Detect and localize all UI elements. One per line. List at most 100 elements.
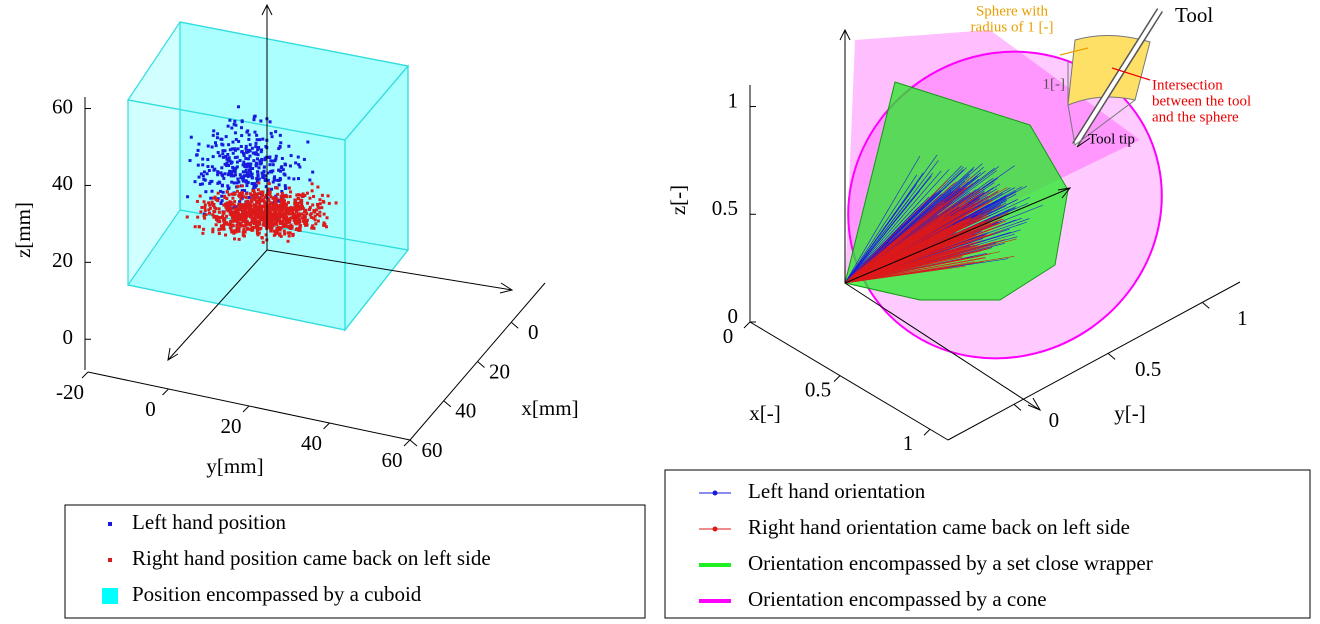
cloud-dot: [269, 195, 273, 199]
x-tick-label: 20: [489, 359, 510, 383]
cloud-dot: [283, 184, 287, 188]
legend-marker: [712, 490, 718, 496]
cloud-ray: [844, 257, 986, 284]
cloud-dot: [230, 147, 234, 151]
cloud-dot: [243, 165, 247, 169]
cloud-dot: [294, 228, 298, 232]
cloud-dot: [250, 211, 254, 215]
cloud-dot: [227, 193, 231, 197]
cloud-dot: [239, 176, 243, 180]
cloud-dot: [279, 222, 283, 226]
cloud-dot: [256, 233, 260, 237]
cloud-dot: [278, 219, 282, 223]
cloud-dot: [210, 201, 214, 205]
cloud-dot: [252, 211, 256, 215]
cloud-dot: [290, 206, 294, 210]
cloud-dot: [262, 215, 266, 219]
cloud-dot: [222, 223, 226, 227]
cloud-dot: [272, 229, 276, 233]
cloud-dot: [223, 162, 227, 166]
legend-marker: [108, 558, 112, 562]
cloud-dot: [286, 239, 290, 243]
cloud-dot: [260, 218, 264, 222]
axis-title: x[-]: [749, 401, 780, 425]
cloud-dot: [220, 183, 224, 187]
cloud-dot: [243, 209, 247, 213]
cloud-dot: [272, 207, 276, 211]
cloud-dot: [254, 184, 258, 188]
cloud-dot: [285, 219, 289, 223]
cloud-dot: [238, 224, 242, 228]
cloud-dot: [258, 220, 262, 224]
z-tick-label: 0.5: [712, 196, 738, 220]
cloud-ray: [844, 201, 948, 284]
cloud-dot: [299, 212, 303, 216]
cloud-dot: [305, 212, 309, 216]
cloud-dot: [258, 138, 262, 142]
cloud-dot: [244, 215, 248, 219]
cloud-dot: [271, 221, 275, 225]
cloud-dot: [251, 217, 255, 221]
cloud-dot: [225, 207, 229, 211]
cloud-dot: [248, 215, 252, 219]
cloud-dot: [255, 225, 259, 229]
cloud-dot: [203, 208, 207, 212]
cloud-dot: [288, 164, 292, 168]
cloud-dot: [244, 180, 248, 184]
cloud-dot: [284, 216, 288, 220]
cloud-dot: [288, 231, 292, 235]
cloud-dot: [252, 219, 256, 223]
cloud-dot: [260, 236, 264, 240]
cloud-dot: [258, 212, 262, 216]
cloud-dot: [269, 131, 273, 135]
cloud-dot: [252, 205, 256, 209]
cloud-dot: [234, 166, 238, 170]
cloud-dot: [269, 201, 273, 205]
cloud-dot: [246, 157, 250, 161]
cloud-dot: [252, 184, 256, 188]
cloud-dot: [296, 214, 300, 218]
cloud-dot: [242, 152, 246, 156]
cloud-dot: [227, 203, 231, 207]
cloud-dot: [232, 181, 236, 185]
cloud-dot: [258, 159, 262, 163]
cloud-dot: [241, 176, 245, 180]
cloud-dot: [230, 211, 234, 215]
cloud-dot: [311, 203, 315, 207]
cloud-dot: [300, 201, 304, 205]
cloud-dot: [240, 214, 244, 218]
cloud-dot: [291, 207, 295, 211]
cloud-dot: [308, 178, 312, 182]
cloud-dot: [264, 185, 268, 189]
cloud-dot: [283, 212, 287, 216]
cloud-dot: [275, 231, 279, 235]
cloud-dot: [302, 213, 306, 217]
cloud-dot: [275, 222, 279, 226]
cloud-dot: [213, 210, 217, 214]
cloud-dot: [254, 218, 258, 222]
cloud-ray: [844, 242, 974, 284]
cloud-dot: [289, 154, 293, 158]
cloud-dot: [200, 182, 204, 186]
cloud-dot: [295, 193, 299, 197]
cloud-ray: [844, 200, 942, 284]
cloud-dot: [242, 207, 246, 211]
cloud-dot: [249, 193, 253, 197]
cloud-dot: [302, 157, 306, 161]
cloud-dot: [211, 230, 215, 234]
cloud-dot: [244, 195, 248, 199]
cloud-dot: [229, 174, 233, 178]
cloud-dot: [257, 200, 261, 204]
cloud-dot: [300, 194, 304, 198]
cloud-dot: [202, 212, 206, 216]
cloud-dot: [280, 208, 284, 212]
cloud-dot: [274, 213, 278, 217]
cloud-dot: [261, 223, 265, 227]
cloud-dot: [254, 145, 258, 149]
cloud-dot: [316, 212, 320, 216]
cloud-dot: [318, 202, 322, 206]
cloud-dot: [216, 199, 220, 203]
cloud-dot: [287, 144, 291, 148]
cloud-dot: [288, 195, 292, 199]
x-tick-label: 40: [455, 399, 476, 423]
